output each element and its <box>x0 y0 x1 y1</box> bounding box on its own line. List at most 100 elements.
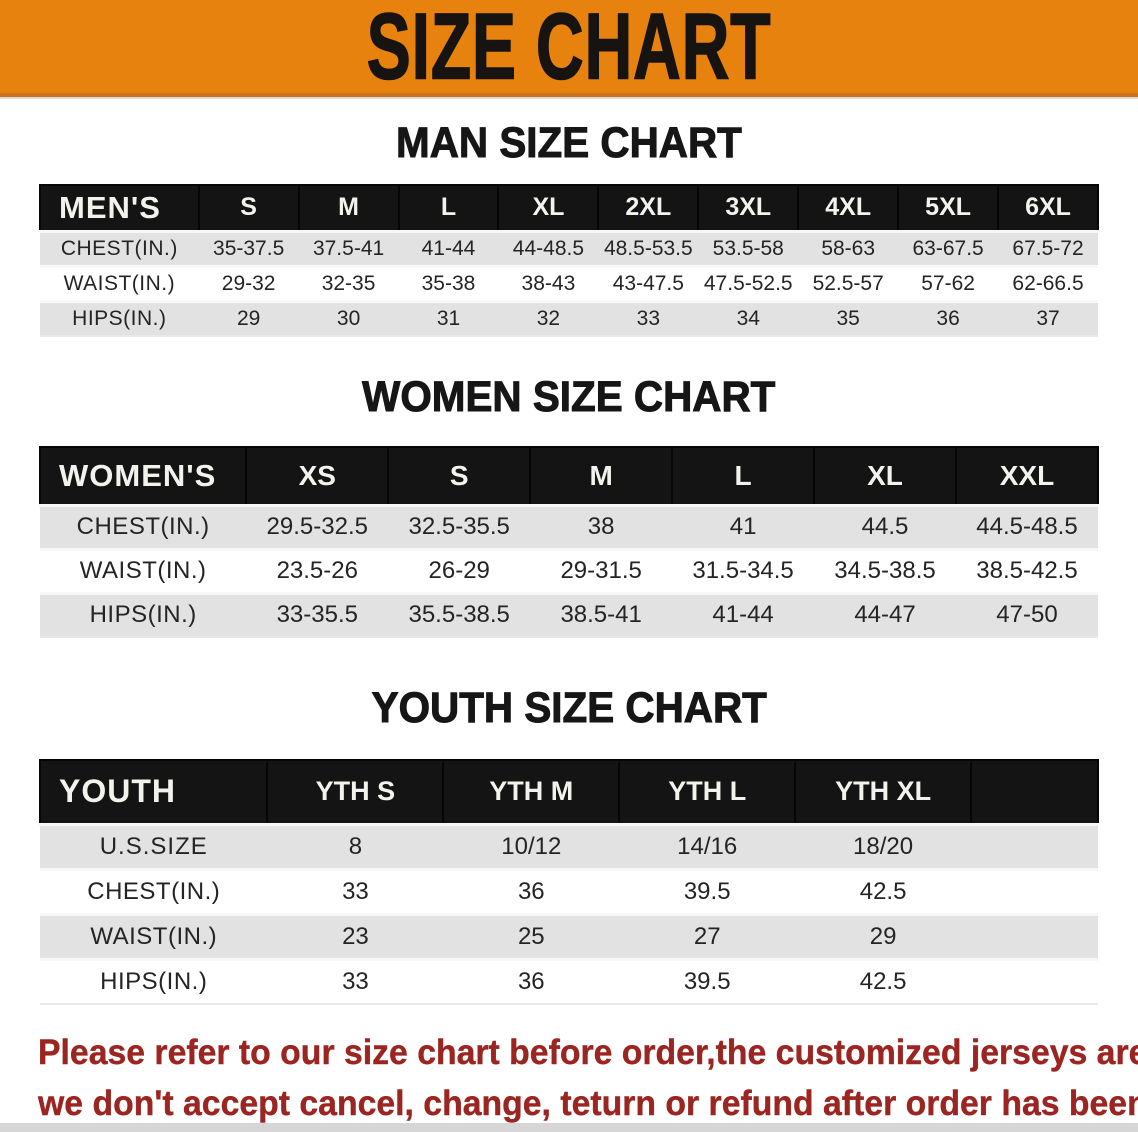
row-label: WAIST(IN.) <box>40 264 199 301</box>
size-value-cell: 10/12 <box>443 822 620 869</box>
size-value-cell: 42.5 <box>795 867 972 914</box>
size-value-cell: 53.5-58 <box>698 229 799 266</box>
row-label: HIPS(IN.) <box>40 299 199 337</box>
size-chart-section: MAN SIZE CHART MEN'S S M L XL 2XL 3XL 4XL 5XL 6XL C… <box>0 119 1138 337</box>
table-row: HIPS(IN.) 29 30 31 32 33 34 35 36 37 <box>40 299 1098 337</box>
row-label: U.S.SIZE <box>40 822 268 869</box>
column-header: 3XL <box>697 184 800 232</box>
size-value-cell: 44-48.5 <box>498 229 599 266</box>
size-chart-section: WOMEN SIZE CHART WOMEN'S XS S M L XL XXL CHEST(I… <box>0 373 1138 638</box>
section-heading: YOUTH SIZE CHART <box>0 684 1138 733</box>
section-heading: MAN SIZE CHART <box>0 119 1138 168</box>
size-value-cell: 38-43 <box>498 264 599 301</box>
size-value-cell: 31 <box>398 299 499 337</box>
size-value-cell: 33-35.5 <box>246 591 389 638</box>
column-header: S <box>197 184 300 232</box>
size-value-cell: 8 <box>267 822 444 869</box>
size-value-cell: 25 <box>443 912 620 959</box>
size-value-cell: 30 <box>298 299 399 337</box>
table-row: CHEST(IN.) 33 36 39.5 42.5 <box>40 867 1098 914</box>
table-group-label: WOMEN'S <box>38 446 248 506</box>
size-value-cell: 57-62 <box>898 264 999 301</box>
size-value-cell: 31.5-34.5 <box>672 547 815 593</box>
row-label: WAIST(IN.) <box>40 912 268 959</box>
spacer-cell <box>971 912 1098 959</box>
row-label: CHEST(IN.) <box>40 867 268 914</box>
size-value-cell: 35.5-38.5 <box>388 591 531 638</box>
column-header: YTH S <box>266 759 445 825</box>
column-header: YTH M <box>442 759 621 825</box>
column-header: L <box>671 446 816 506</box>
table-row: WAIST(IN.) 23.5-26 26-29 29-31.5 31.5-34.5 34… <box>40 547 1098 593</box>
banner-title: SIZE CHART <box>366 0 772 99</box>
column-header: XL <box>813 446 957 506</box>
column-header: YTH L <box>618 759 797 825</box>
row-label: HIPS(IN.) <box>40 957 268 1005</box>
size-value-cell: 44.5 <box>814 503 956 549</box>
size-value-cell: 47.5-52.5 <box>698 264 799 301</box>
size-value-cell: 23 <box>267 912 444 959</box>
size-value-cell: 39.5 <box>619 867 796 914</box>
size-value-cell: 35-37.5 <box>198 229 299 266</box>
column-header: S <box>387 446 532 506</box>
size-value-cell: 38.5-42.5 <box>955 547 1098 593</box>
size-value-cell: 26-29 <box>388 547 531 593</box>
size-value-cell: 32-35 <box>298 264 399 301</box>
size-value-cell: 32 <box>498 299 599 337</box>
table-header-row: MEN'S S M L XL 2XL 3XL 4XL 5XL 6XL <box>39 184 1099 232</box>
size-value-cell: 33 <box>267 867 444 914</box>
size-value-cell: 58-63 <box>798 229 899 266</box>
table-row: HIPS(IN.) 33 36 39.5 42.5 <box>40 957 1098 1005</box>
size-value-cell: 43-47.5 <box>598 264 699 301</box>
size-chart-banner: SIZE CHART <box>0 0 1138 97</box>
size-value-cell: 36 <box>443 867 620 914</box>
spacer-cell <box>971 867 1098 914</box>
size-value-cell: 38 <box>530 503 673 549</box>
size-value-cell: 34 <box>698 299 799 337</box>
section-heading: WOMEN SIZE CHART <box>0 373 1138 422</box>
column-header: 5XL <box>897 184 1000 232</box>
size-value-cell: 62-66.5 <box>998 264 1098 301</box>
column-header: L <box>397 184 500 232</box>
size-chart-section: YOUTH SIZE CHART YOUTH YTH S YTH M YTH L YTH … <box>0 684 1138 1005</box>
column-header: YTH XL <box>794 759 973 825</box>
disclaimer: Please refer to our size chart before or… <box>38 1027 1138 1129</box>
section-heading-text: WOMEN SIZE CHART <box>362 373 776 422</box>
column-header: XXL <box>954 446 1100 506</box>
row-label: HIPS(IN.) <box>40 591 247 638</box>
section-heading-text: MAN SIZE CHART <box>396 119 743 168</box>
table-row: HIPS(IN.) 33-35.5 35.5-38.5 38.5-41 41-44 44-… <box>40 591 1098 638</box>
size-value-cell: 41-44 <box>398 229 499 266</box>
table-header-row: WOMEN'S XS S M L XL XXL <box>38 446 1100 506</box>
size-value-cell: 35 <box>798 299 899 337</box>
size-value-cell: 29-32 <box>198 264 299 301</box>
table-row: WAIST(IN.) 29-32 32-35 35-38 38-43 43-47.5 47.… <box>40 264 1098 301</box>
size-value-cell: 33 <box>267 957 444 1005</box>
size-table: WOMEN'S XS S M L XL XXL CHEST(IN.) 29.5-32.5 32.5… <box>38 446 1100 638</box>
size-value-cell: 37 <box>998 299 1098 337</box>
size-value-cell: 34.5-38.5 <box>814 547 956 593</box>
size-value-cell: 36 <box>443 957 620 1005</box>
size-value-cell: 41-44 <box>672 591 815 638</box>
column-header: M <box>297 184 400 232</box>
size-value-cell: 35-38 <box>398 264 499 301</box>
column-header: 4XL <box>797 184 900 232</box>
row-label: CHEST(IN.) <box>40 229 199 266</box>
table-row: U.S.SIZE 8 10/12 14/16 18/20 <box>40 822 1098 869</box>
table-row: CHEST(IN.) 29.5-32.5 32.5-35.5 38 41 44.5 44.5… <box>40 503 1098 549</box>
section-heading-text: YOUTH SIZE CHART <box>371 684 767 733</box>
size-value-cell: 33 <box>598 299 699 337</box>
size-value-cell: 37.5-41 <box>298 229 399 266</box>
size-table: MEN'S S M L XL 2XL 3XL 4XL 5XL 6XL CHEST(IN.) 35-37… <box>39 184 1099 337</box>
size-value-cell: 67.5-72 <box>998 229 1098 266</box>
size-value-cell: 29.5-32.5 <box>246 503 389 549</box>
table-row: WAIST(IN.) 23 25 27 29 <box>40 912 1098 959</box>
size-value-cell: 63-67.5 <box>898 229 999 266</box>
size-value-cell: 23.5-26 <box>246 547 389 593</box>
column-header: M <box>529 446 674 506</box>
size-value-cell: 27 <box>619 912 796 959</box>
row-label: CHEST(IN.) <box>40 503 247 549</box>
size-value-cell: 29-31.5 <box>530 547 673 593</box>
spacer-cell <box>971 822 1098 869</box>
size-value-cell: 29 <box>198 299 299 337</box>
